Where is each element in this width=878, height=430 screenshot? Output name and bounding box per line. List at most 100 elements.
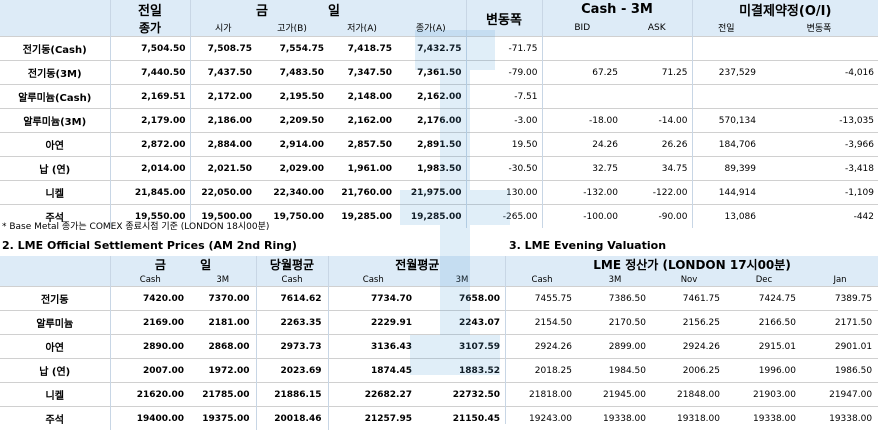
settlement-cell: 7420.00: [110, 287, 190, 311]
price-cell: 2,021.50: [190, 157, 256, 181]
valuation-cell: 21945.00: [578, 383, 652, 407]
price-cell: 144,914: [692, 181, 760, 205]
valuation-cell: 2006.25: [652, 359, 726, 383]
price-cell: 2,169.51: [110, 85, 190, 109]
metal-label: 알루미늄(3M): [0, 109, 110, 133]
price-cell: 7,437.50: [190, 61, 256, 85]
val-jan-header: Jan: [802, 273, 878, 287]
settle-3m-header: 3M: [190, 273, 256, 287]
cash-3m-header: Cash - 3M: [542, 0, 692, 19]
price-cell: -265.00: [466, 205, 542, 229]
price-cell: -30.50: [466, 157, 542, 181]
price-cell: [760, 85, 878, 109]
valuation-cell: 1986.50: [802, 359, 878, 383]
price-cell: 22,340.00: [256, 181, 328, 205]
valuation-cell: 2018.25: [506, 359, 578, 383]
high-header: 고가(B): [256, 19, 328, 37]
valuation-cell: 7455.75: [506, 287, 578, 311]
lme-price-table: 전일 금일 변동폭 Cash - 3M 미결제약정(O/I) 종가 시가 고가(…: [0, 0, 878, 228]
price-cell: 21,760.00: [328, 181, 396, 205]
valuation-cell: 2924.26: [506, 335, 578, 359]
valuation-cell: 2154.50: [506, 311, 578, 335]
settle-prev-3m-header: 3M: [418, 273, 506, 287]
price-cell: [542, 37, 622, 61]
bid-header: BID: [542, 19, 622, 37]
low-header: 저가(A): [328, 19, 396, 37]
price-cell: 7,504.50: [110, 37, 190, 61]
price-cell: -1,109: [760, 181, 878, 205]
metal-label: 납 (연): [0, 157, 110, 181]
price-cell: 7,483.50: [256, 61, 328, 85]
price-cell: 21,845.00: [110, 181, 190, 205]
valuation-cell: 19318.00: [652, 407, 726, 430]
val-dec-header: Dec: [726, 273, 802, 287]
label-header: [0, 0, 110, 37]
settle-prev-cash-header: Cash: [328, 273, 418, 287]
settlement-cell: 7614.62: [256, 287, 328, 311]
valuation-cell: 2924.26: [652, 335, 726, 359]
settlement-cell: 2023.69: [256, 359, 328, 383]
val-3m-header: 3M: [578, 273, 652, 287]
settlement-cell: 1874.45: [328, 359, 418, 383]
price-cell: 2,162.00: [328, 109, 396, 133]
settlement-cell: 2890.00: [110, 335, 190, 359]
section2-title: 2. LME Official Settlement Prices (AM 2n…: [2, 239, 297, 252]
price-cell: 1,983.50: [396, 157, 466, 181]
metal-label: 전기동(3M): [0, 61, 110, 85]
price-cell: 2,884.00: [190, 133, 256, 157]
settlement-cell: 7370.00: [190, 287, 256, 311]
settle-label-header: [0, 256, 110, 287]
valuation-cell: 1984.50: [578, 359, 652, 383]
price-cell: 2,162.00: [396, 85, 466, 109]
price-cell: 2,148.00: [328, 85, 396, 109]
valuation-header: LME 정산가 (LONDON 17시00분): [506, 256, 878, 273]
metal-label: 아연: [0, 133, 110, 157]
price-cell: 71.25: [622, 61, 692, 85]
valuation-cell: 19338.00: [802, 407, 878, 430]
valuation-cell: 21848.00: [652, 383, 726, 407]
settlement-cell: 7658.00: [418, 287, 506, 311]
price-cell: 34.75: [622, 157, 692, 181]
price-cell: 570,134: [692, 109, 760, 133]
price-cell: 2,195.50: [256, 85, 328, 109]
price-cell: 7,361.50: [396, 61, 466, 85]
today-header-a: 금: [256, 4, 328, 19]
settlement-cell: 19375.00: [190, 407, 256, 430]
price-cell: -90.00: [622, 205, 692, 229]
settlement-cell: 7734.70: [328, 287, 418, 311]
valuation-cell: 2899.00: [578, 335, 652, 359]
price-cell: -18.00: [542, 109, 622, 133]
price-cell: 2,179.00: [110, 109, 190, 133]
metal-label: 아연: [0, 335, 110, 359]
price-cell: [622, 37, 692, 61]
settlement-cell: 2973.73: [256, 335, 328, 359]
metal-label: 주석: [0, 407, 110, 430]
price-cell: 24.26: [542, 133, 622, 157]
price-cell: 7,554.75: [256, 37, 328, 61]
price-cell: -132.00: [542, 181, 622, 205]
price-cell: -3,966: [760, 133, 878, 157]
metal-label: 니켈: [0, 181, 110, 205]
settle-cash-header: Cash: [110, 273, 190, 287]
price-cell: -7.51: [466, 85, 542, 109]
price-cell: [622, 85, 692, 109]
price-cell: -71.75: [466, 37, 542, 61]
base-metal-note: * Base Metal 종가는 COMEX 종료시점 기준 (LONDON 1…: [2, 219, 269, 232]
today-header: 금일: [190, 0, 466, 19]
valuation-cell: 19338.00: [578, 407, 652, 430]
price-cell: 2,176.00: [396, 109, 466, 133]
price-cell: 2,014.00: [110, 157, 190, 181]
settlement-cell: 21886.15: [256, 383, 328, 407]
oi-change-header: 변동폭: [760, 19, 878, 37]
settle-today-header: 금 일: [110, 256, 256, 273]
